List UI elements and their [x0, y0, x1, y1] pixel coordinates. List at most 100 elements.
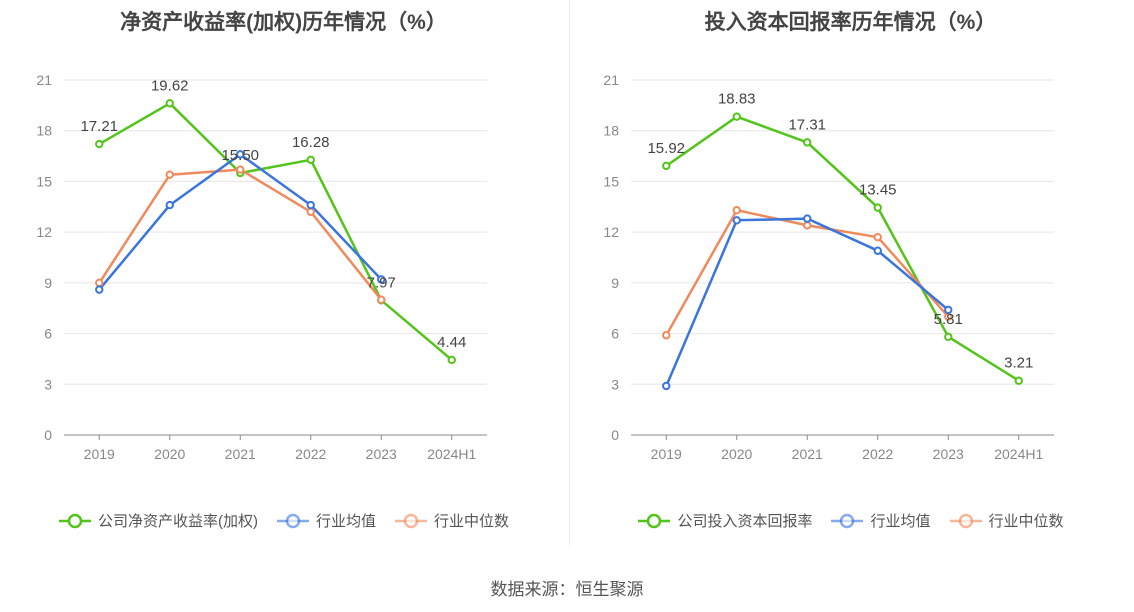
roe-chart-panel: 净资产收益率(加权)历年情况（%） 0 3 6 9 12 15 18 21 2019 2020 20…: [0, 0, 567, 550]
chart-title: 投入资本回报率历年情况（%）: [704, 11, 997, 34]
x-tick-label: 2021: [792, 446, 823, 462]
x-tick-label: 2022: [295, 446, 326, 462]
legend-swatch-icon: [395, 513, 427, 528]
legend-label: 行业中位数: [434, 513, 510, 530]
legend-item[interactable]: 公司净资产收益率(加权): [58, 510, 258, 531]
data-point: [662, 381, 671, 391]
y-tick-label: 12: [36, 224, 52, 240]
data-label: 19.62: [151, 77, 189, 94]
y-tick-label: 15: [603, 173, 619, 189]
series-line: [98, 102, 453, 361]
y-tick-label: 18: [603, 123, 619, 139]
chart-title: 净资产收益率(加权)历年情况（%）: [120, 11, 447, 34]
legend-marker: [403, 513, 419, 528]
y-tick-label: 15: [36, 173, 52, 189]
data-point: [732, 112, 741, 121]
legend-label: 行业中位数: [988, 513, 1064, 530]
y-tick-label: 6: [44, 326, 52, 342]
data-point: [944, 305, 953, 315]
y-tick-label: 21: [603, 72, 619, 88]
series-line: [665, 217, 950, 387]
legend-marker: [67, 513, 83, 528]
x-tick-label: 2024H1: [994, 446, 1043, 462]
data-label: 3.21: [1004, 355, 1033, 372]
data-label: 17.21: [80, 118, 118, 135]
legend-item[interactable]: 公司投入资本回报率: [637, 510, 812, 531]
data-point: [803, 214, 812, 223]
legend-label: 公司净资产收益率(加权): [97, 513, 258, 530]
legend-marker: [958, 513, 973, 528]
x-tick-label: 2019: [651, 446, 682, 462]
data-point: [944, 332, 953, 341]
x-tick-label: 2022: [862, 446, 893, 462]
series-line: [665, 115, 1020, 382]
data-label: 7.97: [367, 274, 396, 291]
y-tick-label: 9: [44, 275, 52, 291]
y-tick-label: 21: [36, 72, 52, 88]
data-point: [165, 170, 174, 179]
data-point: [873, 246, 882, 255]
data-point: [662, 331, 671, 340]
data-label: 15.50: [221, 147, 259, 164]
legend-item[interactable]: 行业中位数: [394, 510, 509, 531]
legend-item[interactable]: 行业均值: [276, 510, 376, 531]
data-point: [165, 200, 174, 210]
legend-swatch-icon: [276, 513, 309, 528]
legend-swatch-icon: [831, 513, 864, 528]
data-label: 13.45: [859, 182, 897, 199]
data-label: 4.44: [437, 334, 466, 351]
data-point: [306, 200, 315, 210]
data-label: 18.83: [718, 91, 756, 108]
data-point: [377, 295, 386, 304]
legend-marker: [647, 513, 662, 528]
data-point: [447, 355, 456, 365]
x-tick-label: 2020: [721, 446, 752, 462]
legend-label: 公司投入资本回报率: [677, 513, 813, 530]
data-point: [165, 99, 174, 108]
data-point: [873, 203, 882, 212]
y-tick-label: 3: [44, 376, 52, 392]
legend-swatch-icon: [58, 513, 91, 528]
data-point: [732, 205, 741, 215]
chart-legend: 公司净资产收益率(加权) 行业均值 行业中位数: [0, 510, 567, 531]
x-tick-label: 2023: [366, 446, 397, 462]
data-point: [95, 285, 104, 294]
x-tick-label: 2023: [933, 446, 964, 462]
y-tick-label: 3: [611, 376, 619, 392]
x-tick-label: 2024H1: [427, 446, 476, 462]
data-point: [95, 139, 104, 149]
data-point: [236, 165, 245, 174]
y-tick-label: 9: [611, 275, 619, 291]
data-point: [306, 155, 315, 164]
roe-line-chart: 0 3 6 9 12 15 18 21 2019 2020 2021 2022 2023 2024H1 17…: [36, 72, 487, 462]
data-point: [306, 207, 315, 217]
data-label: 15.92: [647, 140, 685, 157]
y-tick-label: 12: [603, 224, 619, 240]
data-label: 16.28: [292, 134, 330, 151]
data-source-note: 数据来源：恒生聚源: [490, 580, 644, 599]
data-point: [732, 216, 741, 225]
data-point: [236, 150, 245, 159]
roic-line-chart: 0 3 6 9 12 15 18 21 2019 2020 2021 2022 2023 2024H1 15…: [603, 72, 1054, 462]
legend-marker: [840, 513, 855, 528]
data-point: [1014, 376, 1023, 385]
data-label: 5.81: [934, 311, 963, 328]
legend-item[interactable]: 行业中位数: [949, 510, 1064, 531]
y-tick-label: 0: [611, 427, 619, 443]
legend-swatch-icon: [638, 513, 671, 528]
x-tick-label: 2021: [225, 446, 256, 462]
y-tick-label: 18: [36, 123, 52, 139]
data-point: [803, 221, 812, 230]
legend-item[interactable]: 行业均值: [830, 510, 931, 531]
data-point: [803, 138, 812, 147]
data-label: 17.31: [788, 116, 826, 133]
legend-label: 行业均值: [315, 513, 376, 530]
legend-swatch-icon: [949, 513, 982, 528]
data-point: [377, 275, 386, 284]
legend-marker: [285, 513, 301, 528]
chart-legend: 公司投入资本回报率 行业均值 行业中位数: [567, 510, 1134, 531]
panel-divider: [569, 0, 570, 545]
y-tick-label: 6: [611, 326, 619, 342]
data-point: [662, 161, 671, 171]
x-tick-label: 2019: [84, 446, 115, 462]
